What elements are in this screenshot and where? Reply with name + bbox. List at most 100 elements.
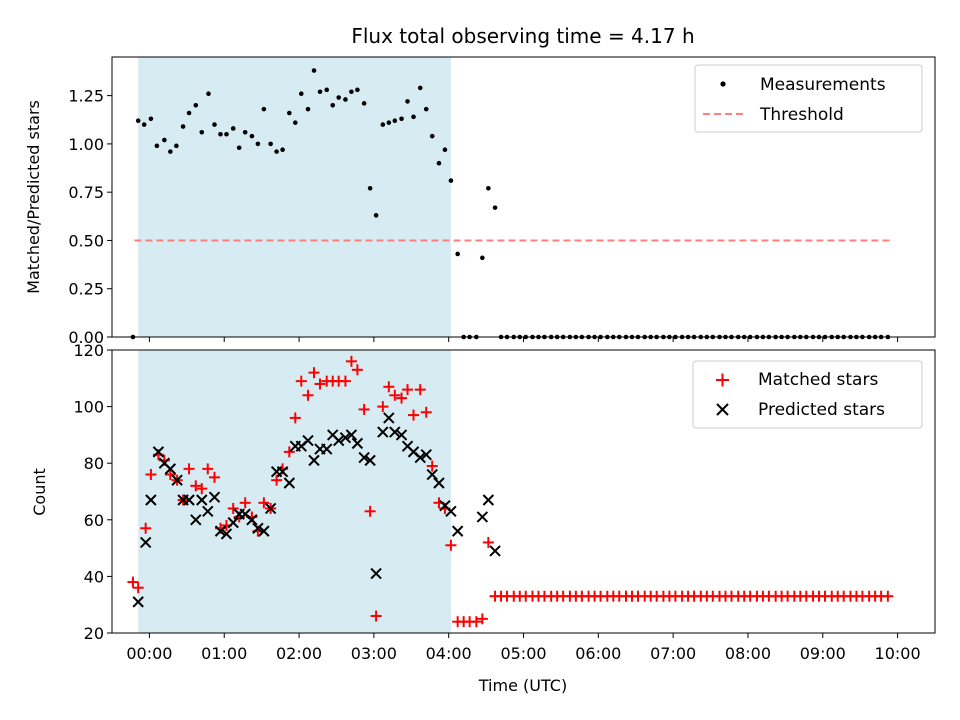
measurement-point bbox=[280, 147, 285, 152]
matched-star-point bbox=[402, 384, 414, 396]
predicted-star-point bbox=[426, 468, 438, 481]
measurement-point bbox=[343, 97, 348, 102]
legend-matched-label: Matched stars bbox=[758, 370, 878, 390]
matched-star-point bbox=[127, 576, 139, 588]
measurement-point bbox=[242, 130, 248, 135]
bottom-y-label: Count bbox=[30, 468, 49, 516]
bottom-observing-span bbox=[138, 350, 451, 633]
measurement-point bbox=[135, 118, 141, 124]
y-tick-label: 40 bbox=[84, 567, 104, 586]
x-tick-label: 03:00 bbox=[351, 644, 397, 663]
measurement-point bbox=[392, 118, 398, 124]
bottom-y-ticks: 20 40 60 80 100 120 bbox=[73, 341, 112, 643]
measurement-point bbox=[330, 102, 336, 108]
matched-star-point bbox=[408, 409, 420, 421]
predicted-star-point bbox=[489, 545, 501, 557]
matched-star-point bbox=[476, 613, 488, 625]
measurement-point bbox=[423, 106, 429, 112]
measurement-point bbox=[199, 130, 205, 135]
x-tick-label: 02:00 bbox=[276, 644, 322, 663]
measurement-point bbox=[480, 255, 485, 261]
measurement-point bbox=[186, 110, 192, 116]
matched-star-point bbox=[420, 406, 432, 418]
predicted-star-point bbox=[202, 505, 214, 518]
measurement-point bbox=[455, 251, 460, 257]
predicted-star-point bbox=[358, 451, 370, 464]
predicted-star-point bbox=[252, 522, 264, 534]
matched-star-point bbox=[183, 463, 195, 475]
predicted-star-point bbox=[377, 426, 389, 438]
measurement-point bbox=[486, 186, 491, 191]
measurement-point bbox=[274, 149, 279, 154]
x-tick-label: 06:00 bbox=[575, 644, 621, 663]
measurement-point bbox=[298, 91, 304, 96]
matched-star-point bbox=[283, 446, 295, 458]
top-y-label: Matched/Predicted stars bbox=[24, 100, 43, 294]
measurement-point bbox=[305, 106, 311, 112]
top-axes-frame bbox=[111, 56, 936, 338]
matched-star-point bbox=[364, 505, 376, 517]
measurement-point bbox=[168, 149, 173, 154]
matched-star-point bbox=[190, 480, 202, 492]
predicted-star-point bbox=[308, 454, 320, 467]
x-tick-label: 04:00 bbox=[426, 644, 472, 663]
predicted-star-point bbox=[395, 429, 408, 441]
measurement-point bbox=[386, 120, 392, 125]
predicted-star-point bbox=[132, 596, 144, 608]
predicted-star-point bbox=[321, 443, 333, 455]
matched-star-points bbox=[127, 355, 894, 628]
predicted-star-point bbox=[283, 477, 296, 489]
bottom-x-label: Time (UTC) bbox=[478, 676, 567, 695]
predicted-star-point bbox=[196, 494, 208, 506]
matched-star-point bbox=[882, 590, 894, 602]
predicted-star-point bbox=[433, 477, 445, 489]
matched-star-point bbox=[339, 375, 351, 387]
matched-star-point bbox=[140, 522, 152, 534]
y-tick-label: 60 bbox=[84, 511, 104, 530]
predicted-star-point bbox=[345, 429, 358, 441]
measurement-point bbox=[492, 205, 498, 210]
top-panel: 0.00 0.25 0.50 0.75 1.00 1.25 Flux total obse… bbox=[24, 24, 936, 347]
legend-predicted-marker bbox=[716, 403, 729, 416]
predicted-star-point bbox=[164, 463, 177, 475]
y-tick-label: 0.00 bbox=[68, 328, 104, 347]
predicted-star-point bbox=[389, 426, 401, 438]
measurement-point bbox=[367, 186, 373, 191]
measurement-point bbox=[293, 120, 298, 125]
predicted-star-point bbox=[145, 494, 157, 506]
predicted-star-point bbox=[139, 536, 152, 549]
predicted-star-point bbox=[476, 511, 489, 523]
measurement-point bbox=[249, 133, 255, 139]
measurement-point bbox=[336, 95, 341, 100]
matched-star-point bbox=[370, 610, 382, 622]
matched-star-point bbox=[302, 389, 314, 401]
matched-star-point bbox=[196, 483, 208, 495]
y-tick-label: 80 bbox=[84, 454, 104, 473]
y-tick-label: 0.75 bbox=[68, 183, 104, 202]
predicted-star-point bbox=[171, 474, 183, 486]
measurement-point bbox=[230, 126, 236, 131]
measurement-point bbox=[442, 147, 448, 152]
measurement-point bbox=[373, 213, 379, 218]
measurement-point bbox=[255, 141, 261, 147]
predicted-star-point bbox=[183, 494, 195, 506]
measurement-point bbox=[287, 110, 292, 116]
measurement-point bbox=[261, 106, 267, 112]
x-tick-label: 00:00 bbox=[126, 644, 172, 663]
legend-threshold-label: Threshold bbox=[759, 105, 844, 125]
measurement-point bbox=[411, 114, 416, 120]
legend-measurements-label: Measurements bbox=[760, 75, 886, 95]
predicted-star-point bbox=[370, 567, 382, 580]
matched-star-point bbox=[482, 536, 494, 548]
predicted-star-point bbox=[246, 514, 258, 526]
top-legend: Measurements Threshold bbox=[694, 64, 923, 133]
predicted-star-point bbox=[420, 449, 432, 461]
x-tick-label: 05:00 bbox=[500, 644, 546, 663]
measurement-point bbox=[429, 133, 435, 139]
matched-star-point bbox=[383, 381, 395, 393]
measurement-point bbox=[380, 122, 386, 127]
predicted-star-point bbox=[227, 516, 239, 529]
predicted-star-point bbox=[482, 494, 495, 506]
legend-predicted-label: Predicted stars bbox=[758, 400, 885, 420]
measurement-point bbox=[162, 137, 167, 143]
